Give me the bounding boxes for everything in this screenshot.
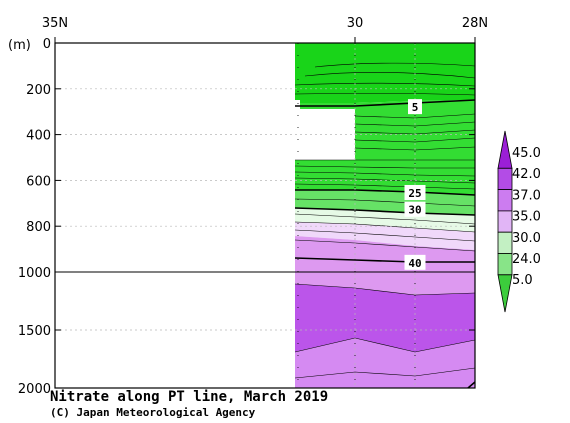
contour-label: 5 xyxy=(412,101,419,114)
fill-green-top xyxy=(295,43,475,103)
plot-frame xyxy=(54,42,476,389)
x-tick-label: 35N xyxy=(42,16,68,31)
colorbar-segment xyxy=(497,231,513,254)
fill-lower-light xyxy=(295,272,475,295)
contour-line xyxy=(467,381,476,389)
contour-line xyxy=(354,121,476,127)
colorbar-label: 35.0 xyxy=(512,210,541,225)
colorbar-cap-top xyxy=(497,130,513,169)
contour-line xyxy=(294,93,476,96)
contour-line xyxy=(294,165,475,169)
contour-label-bg xyxy=(408,99,422,115)
contour-line xyxy=(294,177,476,184)
contour-label-bg xyxy=(404,201,426,217)
contour-line xyxy=(294,198,476,207)
chart-title: Nitrate along PT line, March 2019 xyxy=(50,389,329,405)
y-tick-label: 1500 xyxy=(18,324,51,339)
colorbar-segment xyxy=(497,167,513,191)
fill-light-purple xyxy=(295,236,475,272)
colorbar-label: 42.0 xyxy=(512,167,541,182)
colorbar-label: 45.0 xyxy=(512,146,541,161)
contour-line xyxy=(354,137,476,143)
contour-line xyxy=(294,283,476,296)
fill-lower-mid xyxy=(295,338,475,388)
contour-label: 40 xyxy=(408,257,421,270)
colorbar-segment xyxy=(497,253,513,276)
y-tick-label: 600 xyxy=(26,174,51,189)
contour-label: 25 xyxy=(408,187,421,200)
colorbar: 45.0 42.0 37.0 35.0 30.0 24.0 5.0 xyxy=(497,130,541,313)
x-tick-label: 28N xyxy=(462,16,488,31)
contour-labels: 5 25 30 40 xyxy=(404,99,426,270)
y-tick-label: 1000 xyxy=(18,266,51,281)
colorbar-label: 37.0 xyxy=(512,188,541,203)
y-tick-label: 400 xyxy=(26,129,51,144)
gridlines xyxy=(55,43,475,388)
y-tick-label: 200 xyxy=(26,83,51,98)
contour-line xyxy=(294,213,476,225)
axes: 0 200 400 600 800 1000 1500 2000 35N 30 28N (m) xyxy=(8,16,488,397)
y-unit-label: (m) xyxy=(8,38,31,53)
y-tick-label: 0 xyxy=(43,37,51,52)
contour-line xyxy=(314,62,476,68)
credit-text: (C) Japan Meteorological Agency xyxy=(50,406,256,419)
contour-label-bg xyxy=(404,184,426,200)
contour-line-5 xyxy=(295,99,476,107)
contour-line xyxy=(294,337,476,353)
mask-left xyxy=(295,100,300,109)
contour-label-bg xyxy=(404,254,426,270)
contour-line-40 xyxy=(294,257,475,263)
colorbar-label: 24.0 xyxy=(512,252,541,267)
contour-line-25 xyxy=(295,189,476,196)
contour-line-30 xyxy=(294,207,476,216)
contour-line xyxy=(294,171,476,177)
y-tick-label: 2000 xyxy=(18,382,51,397)
x-tick-label: 30 xyxy=(347,16,364,31)
contour-label: 30 xyxy=(408,204,421,217)
colorbar-cap-bottom xyxy=(497,274,513,313)
colorbar-segment xyxy=(497,189,513,212)
contour-line xyxy=(304,72,476,79)
colorbar-label: 30.0 xyxy=(512,231,541,246)
colorbar-label: 5.0 xyxy=(512,273,533,288)
colorbar-segment xyxy=(497,210,513,233)
contour-line xyxy=(294,229,476,242)
contour-line xyxy=(294,82,476,87)
contour-line xyxy=(294,239,476,252)
contour-line xyxy=(294,367,476,379)
fill-lower-deep xyxy=(295,284,475,352)
contour-line xyxy=(294,183,476,190)
y-tick-label: 800 xyxy=(26,220,51,235)
